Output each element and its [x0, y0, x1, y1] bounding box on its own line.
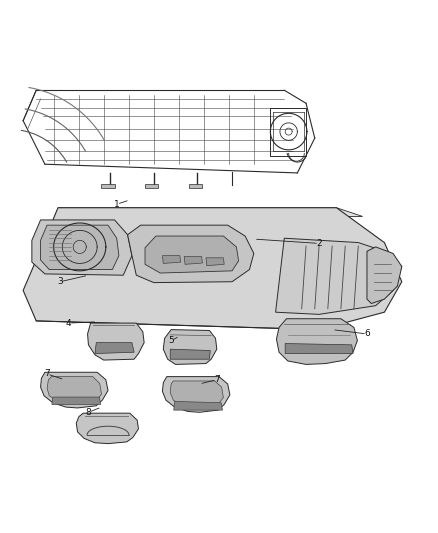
Polygon shape — [206, 258, 224, 265]
Polygon shape — [23, 208, 402, 329]
Polygon shape — [145, 184, 158, 188]
Polygon shape — [170, 349, 210, 359]
Polygon shape — [163, 329, 217, 365]
Polygon shape — [367, 247, 402, 303]
Polygon shape — [102, 184, 115, 188]
Polygon shape — [58, 208, 363, 216]
Polygon shape — [127, 225, 254, 282]
Polygon shape — [47, 377, 102, 403]
Polygon shape — [170, 381, 223, 406]
Text: 8: 8 — [85, 408, 91, 417]
Text: 6: 6 — [364, 329, 370, 338]
Polygon shape — [88, 323, 144, 360]
Text: 4: 4 — [66, 319, 72, 328]
Polygon shape — [174, 401, 223, 410]
Polygon shape — [32, 220, 132, 275]
Text: 3: 3 — [57, 277, 63, 286]
Polygon shape — [162, 377, 230, 413]
Polygon shape — [162, 256, 181, 263]
Text: 7: 7 — [214, 375, 220, 384]
Polygon shape — [285, 344, 353, 353]
Polygon shape — [95, 343, 134, 353]
Text: 5: 5 — [168, 336, 174, 345]
Polygon shape — [276, 319, 357, 365]
Text: 7: 7 — [44, 369, 50, 378]
Polygon shape — [276, 238, 402, 314]
Text: 1: 1 — [114, 200, 120, 209]
Polygon shape — [145, 236, 239, 273]
Polygon shape — [52, 397, 101, 405]
Text: 2: 2 — [316, 239, 322, 248]
Polygon shape — [84, 209, 284, 213]
Polygon shape — [188, 184, 201, 188]
Polygon shape — [76, 413, 138, 443]
Polygon shape — [184, 256, 202, 264]
Polygon shape — [41, 225, 119, 270]
Polygon shape — [41, 372, 108, 408]
